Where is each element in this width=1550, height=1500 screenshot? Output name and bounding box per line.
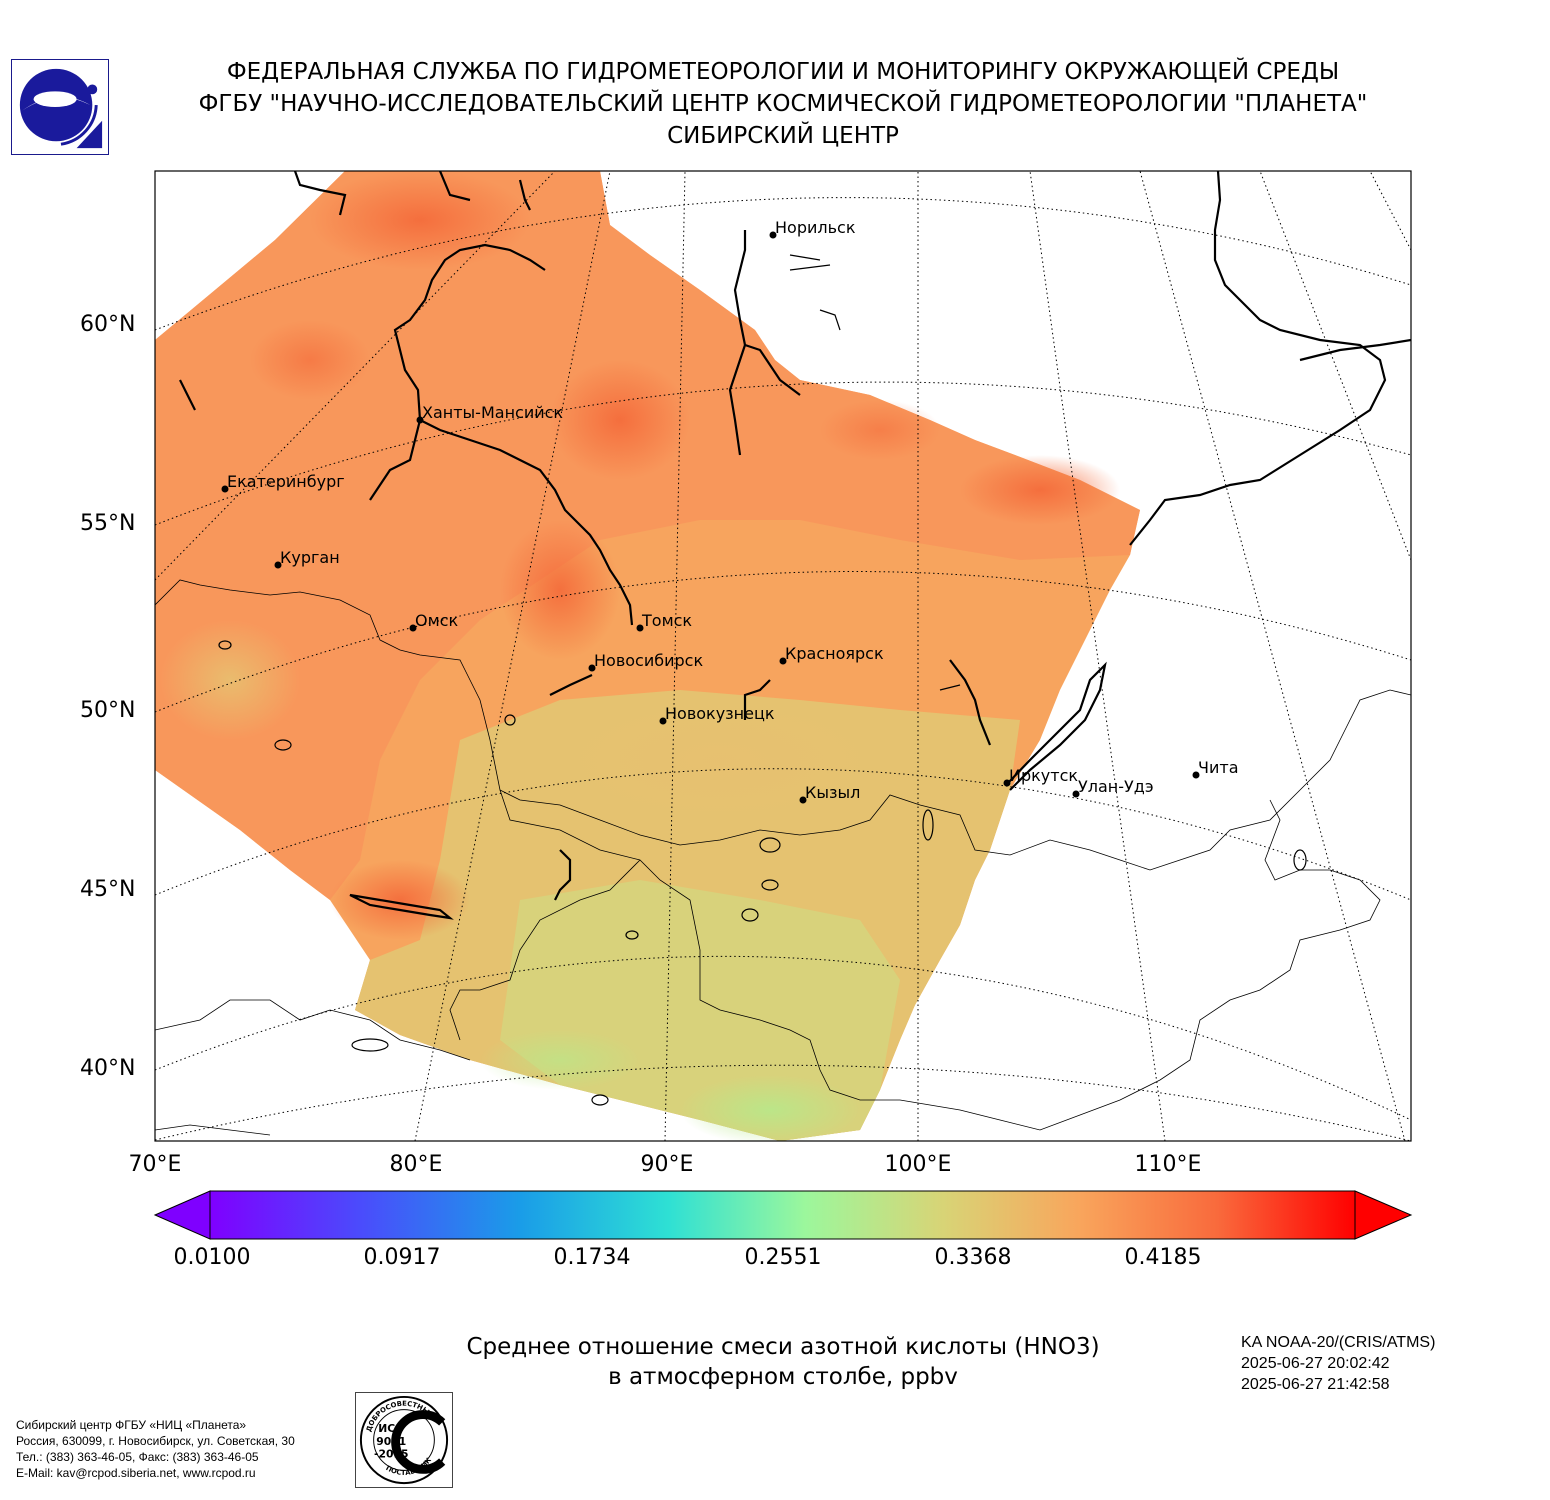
iso-year: -2015 [374, 1448, 408, 1461]
city-dot [659, 717, 667, 725]
city-label: Красноярск [785, 644, 884, 663]
contact-line-4: E-Mail: kav@rcpod.siberia.net, www.rcpod… [16, 1466, 256, 1480]
map-title-line-1: Среднее отношение смеси азотной кислоты … [466, 1334, 1100, 1360]
city-label: Ханты-Мансийск [422, 403, 563, 422]
city-label: Томск [641, 611, 692, 630]
hno3-map: Норильск Ханты-Мансийск Екатеринбург Курган… [153, 170, 1413, 1240]
city-dot [799, 796, 807, 804]
lat-label-60: 60°N [80, 312, 136, 337]
city-label: Улан-Удэ [1078, 777, 1154, 796]
colorbar-max-extend [1354, 1190, 1413, 1240]
contact-line-3: Тел.: (383) 363-46-05, Факс: (383) 363-4… [16, 1450, 259, 1464]
city-dot [221, 485, 229, 493]
city-dot [769, 231, 777, 239]
map-frame [154, 170, 1412, 1142]
iso-label: ИСО [378, 1422, 404, 1435]
lon-label-90: 90°E [640, 1152, 694, 1177]
graticule [155, 171, 1411, 1141]
agency-header: ФЕДЕРАЛЬНАЯ СЛУЖБА ПО ГИДРОМЕТЕОРОЛОГИИ … [150, 56, 1416, 152]
lat-label-55: 55°N [80, 511, 136, 536]
colorbar-tick-1: 0.0917 [363, 1245, 441, 1270]
header-line-1: ФЕДЕРАЛЬНАЯ СЛУЖБА ПО ГИДРОМЕТЕОРОЛОГИИ … [226, 59, 1340, 85]
lat-label-45: 45°N [80, 877, 136, 902]
city-label: Екатеринбург [227, 472, 345, 491]
lon-label-100: 100°E [884, 1152, 952, 1177]
colorbar-body [209, 1190, 1356, 1240]
planeta-logo [11, 59, 109, 155]
data-field [155, 171, 1140, 1141]
colorbar-tick-5: 0.4185 [1124, 1245, 1202, 1270]
colorbar-tick-0: 0.0100 [173, 1245, 251, 1270]
city-dot [779, 657, 787, 665]
city-dot [274, 561, 282, 569]
lat-label-40: 40°N [80, 1056, 136, 1081]
contact-line-2: Россия, 630099, г. Новосибирск, ул. Сове… [16, 1434, 295, 1448]
colorbar-tick-2: 0.1734 [553, 1245, 631, 1270]
city-label: Иркутск [1009, 766, 1078, 785]
lat-label-50: 50°N [80, 698, 136, 723]
satellite-info: KA NOAA-20/(CRIS/ATMS) 2025-06-27 20:02:… [1241, 1332, 1435, 1395]
borders [155, 579, 1411, 1136]
city-dot [1072, 790, 1080, 798]
city-label: Новосибирск [594, 651, 703, 670]
satellite-start-time: 2025-06-27 20:02:42 [1241, 1355, 1390, 1372]
city-dot [416, 416, 424, 424]
city-label: Омск [415, 611, 458, 630]
city-dot [636, 624, 644, 632]
iso-badge: ДОБРОСОВЕСТНЫЙ ПОСТАВЩИК ИСО 9001 -2015 [355, 1392, 453, 1488]
city-label: Новокузнецк [665, 704, 775, 723]
satellite-end-time: 2025-06-27 21:42:58 [1241, 1376, 1390, 1393]
rivers [179, 171, 1411, 920]
satellite-name: KA NOAA-20/(CRIS/ATMS) [1241, 1334, 1436, 1351]
city-label: Чита [1198, 758, 1239, 777]
colorbar-min-extend [153, 1190, 211, 1240]
colorbar [153, 1190, 1413, 1240]
header-line-3: СИБИРСКИЙ ЦЕНТР [667, 123, 899, 149]
iso-number: 9001 [376, 1435, 406, 1448]
city-label: Норильск [775, 218, 856, 237]
city-dot [588, 664, 596, 672]
city-label: Кызыл [805, 783, 860, 802]
city-dot [409, 624, 417, 632]
contact-info: Сибирский центр ФГБУ «НИЦ «Планета» Росс… [16, 1417, 295, 1481]
city-dot [1003, 779, 1011, 787]
city-dot [1192, 771, 1200, 779]
lon-label-80: 80°E [389, 1152, 443, 1177]
city-label: Курган [280, 548, 340, 567]
map-title-line-2: в атмосферном столбе, ppbv [608, 1364, 958, 1390]
colorbar-tick-3: 0.2551 [744, 1245, 822, 1270]
lon-label-70: 70°E [128, 1152, 182, 1177]
lakes [218, 254, 1307, 1106]
map-title: Среднее отношение смеси азотной кислоты … [330, 1332, 1236, 1392]
header-line-2: ФГБУ "НАУЧНО-ИССЛЕДОВАТЕЛЬСКИЙ ЦЕНТР КОС… [198, 91, 1368, 117]
lon-label-110: 110°E [1134, 1152, 1202, 1177]
contact-line-1: Сибирский центр ФГБУ «НИЦ «Планета» [16, 1418, 247, 1432]
city-markers: Норильск Ханты-Мансийск Екатеринбург Курган… [221, 218, 1239, 804]
map-content [155, 171, 1411, 1141]
colorbar-tick-4: 0.3368 [934, 1245, 1012, 1270]
